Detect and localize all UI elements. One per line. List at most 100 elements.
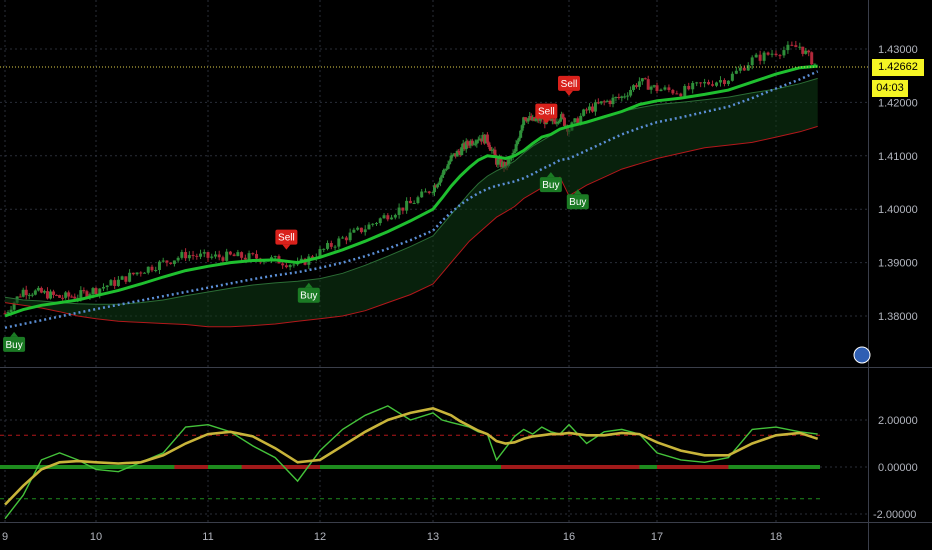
candle-body xyxy=(605,100,609,102)
buy-signal-label: Buy xyxy=(5,340,22,351)
candle-body xyxy=(161,260,165,262)
candle-body xyxy=(531,117,535,121)
candle-body xyxy=(113,280,117,286)
candle-body xyxy=(210,256,214,258)
candle-body xyxy=(494,155,498,165)
candle-body xyxy=(427,191,431,193)
candle-body xyxy=(454,153,458,157)
candle-body xyxy=(762,52,766,61)
time-tick-label: 11 xyxy=(202,531,213,543)
candle-body xyxy=(517,137,521,141)
candle-body xyxy=(318,249,322,258)
candle-body xyxy=(738,67,742,71)
candle-body xyxy=(367,224,371,230)
time-tick-label: 12 xyxy=(314,531,326,543)
candle-body xyxy=(504,162,508,168)
candle-body xyxy=(513,151,517,153)
candle-body xyxy=(191,255,195,257)
candle-body xyxy=(472,143,476,145)
sell-signal-label: Sell xyxy=(538,107,555,118)
candle-body xyxy=(562,117,566,127)
candle-body xyxy=(352,229,356,233)
candle-body xyxy=(501,161,505,167)
candle-body xyxy=(715,82,718,86)
osc-slow-line xyxy=(4,406,819,506)
candle-body xyxy=(195,255,199,257)
candle-body xyxy=(91,288,95,295)
osc-tick-label: -2.00000 xyxy=(873,509,916,521)
candle-body xyxy=(552,119,556,122)
candle-body xyxy=(499,158,503,167)
buy-signal-badge xyxy=(3,336,26,352)
candle-body xyxy=(528,116,532,119)
candle-body xyxy=(322,248,326,250)
candle-body xyxy=(770,53,774,55)
time-tick-label: 16 xyxy=(563,531,575,543)
candle-body xyxy=(135,272,139,275)
candle-body xyxy=(433,185,437,193)
candle-body xyxy=(236,252,240,257)
candle-body xyxy=(496,159,500,165)
candle-body xyxy=(292,264,296,266)
candle-body xyxy=(588,106,592,111)
candle-body xyxy=(169,262,173,264)
candle-body xyxy=(617,97,621,99)
candle-body xyxy=(333,246,337,248)
ema-line xyxy=(4,64,818,318)
candle-body xyxy=(469,140,473,146)
candle-body xyxy=(559,114,563,120)
osc-tick-label: 2.00000 xyxy=(878,415,918,427)
candle-body xyxy=(6,311,10,314)
indicator-lines xyxy=(0,64,868,329)
candle-body xyxy=(348,232,352,241)
candle-body xyxy=(356,227,360,230)
candle-body xyxy=(143,272,147,274)
candle-body xyxy=(120,276,124,280)
candle-body xyxy=(341,237,345,239)
candle-body xyxy=(810,52,814,65)
candle-body xyxy=(558,119,562,122)
osc-tick-label: 0.00000 xyxy=(878,462,918,474)
candle-body xyxy=(458,151,462,156)
candle-body xyxy=(643,78,647,80)
time-tick-label: 9 xyxy=(2,531,8,543)
candle-body xyxy=(439,177,443,183)
candle-body xyxy=(556,121,560,123)
candle-body xyxy=(449,155,453,162)
candle-body xyxy=(516,140,520,145)
candle-body xyxy=(553,121,557,124)
bar-countdown: 04:03 xyxy=(872,80,908,97)
candle-body xyxy=(585,109,589,111)
candle-body xyxy=(493,149,497,156)
candle-body xyxy=(82,290,86,292)
candle-body xyxy=(27,294,31,296)
candle-body xyxy=(416,197,420,204)
candle-body xyxy=(225,251,229,261)
candle-body xyxy=(337,238,341,247)
candle-body xyxy=(73,296,77,299)
candle-body xyxy=(640,78,644,82)
candle-body xyxy=(101,287,105,289)
price-tick-label: 1.40000 xyxy=(878,204,918,216)
candle-body xyxy=(273,256,277,258)
candle-body xyxy=(436,184,440,188)
candle-body xyxy=(58,295,62,298)
candle-body xyxy=(734,70,738,74)
candle-body xyxy=(671,89,675,94)
candle-body xyxy=(699,82,703,84)
candle-body xyxy=(778,55,782,57)
candle-body xyxy=(243,257,247,260)
price-tick-label: 1.38000 xyxy=(878,311,918,323)
candle-body xyxy=(463,143,467,150)
candle-body xyxy=(798,46,802,48)
candle-body xyxy=(599,101,603,104)
candle-body xyxy=(481,134,485,142)
sell-signal-badge xyxy=(558,75,580,91)
candle-body xyxy=(128,272,132,282)
candle-body xyxy=(742,67,746,71)
candle-body xyxy=(550,119,554,121)
candle-body xyxy=(520,125,524,131)
candle-body xyxy=(532,117,536,121)
candle-body xyxy=(184,252,188,259)
